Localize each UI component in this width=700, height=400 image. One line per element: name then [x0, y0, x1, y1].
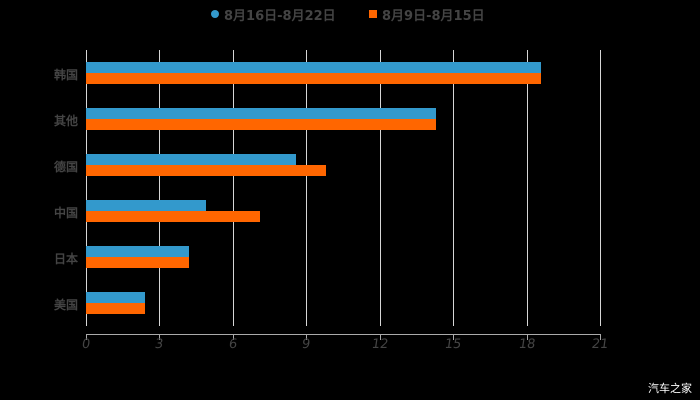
x-tick-label: 12 [370, 337, 390, 352]
legend-square-icon [369, 10, 377, 18]
bar-series-2[interactable] [86, 73, 542, 84]
bar-series-1[interactable] [86, 154, 297, 165]
legend-item-series-1[interactable]: 8月16日-8月22日 [211, 4, 336, 24]
gridline [380, 50, 381, 326]
gridline [233, 50, 234, 326]
bar-series-1[interactable] [86, 200, 206, 211]
bar-series-1[interactable] [86, 108, 436, 119]
axis-tick [159, 334, 160, 340]
bar-series-2[interactable] [86, 303, 145, 314]
axis-tick [600, 334, 601, 340]
y-category-label: 中国 [53, 206, 78, 220]
gridline [306, 50, 307, 326]
gridline [453, 50, 454, 326]
bar-series-2[interactable] [86, 211, 260, 222]
legend-item-series-2[interactable]: 8月9日-8月15日 [369, 4, 485, 24]
y-category-label: 日本 [53, 252, 78, 266]
axis-tick [380, 334, 381, 340]
x-tick-label: 9 [300, 337, 312, 352]
gridline [600, 50, 601, 326]
bar-series-1[interactable] [86, 292, 145, 303]
legend-circle-icon [211, 10, 219, 18]
y-category-label: 美国 [53, 298, 78, 312]
x-tick-label: 0 [80, 337, 92, 352]
y-category-label: 德国 [53, 160, 78, 174]
bar-series-1[interactable] [86, 246, 189, 257]
axis-tick [86, 334, 87, 340]
gridline [86, 50, 87, 326]
gridline [527, 50, 528, 326]
axis-tick [306, 334, 307, 340]
x-tick-label: 6 [227, 337, 239, 352]
bar-series-2[interactable] [86, 257, 189, 268]
legend-label: 8月16日-8月22日 [224, 8, 336, 24]
bar-series-2[interactable] [86, 119, 436, 130]
chart-legend: 8月16日-8月22日 8月9日-8月15日 [0, 4, 700, 24]
x-axis-line [86, 334, 600, 335]
y-category-label: 其他 [53, 114, 78, 128]
axis-tick [453, 334, 454, 340]
x-tick-label: 15 [443, 337, 463, 352]
x-tick-label: 18 [517, 337, 537, 352]
axis-tick [527, 334, 528, 340]
y-category-label: 韩国 [53, 68, 78, 82]
legend-label: 8月9日-8月15日 [382, 8, 485, 24]
x-tick-label: 3 [153, 337, 165, 352]
gridline [159, 50, 160, 326]
watermark: 汽车之家 [648, 382, 692, 395]
bar-series-1[interactable] [86, 62, 542, 73]
x-tick-label: 21 [590, 337, 610, 352]
axis-tick [233, 334, 234, 340]
bar-series-2[interactable] [86, 165, 326, 176]
